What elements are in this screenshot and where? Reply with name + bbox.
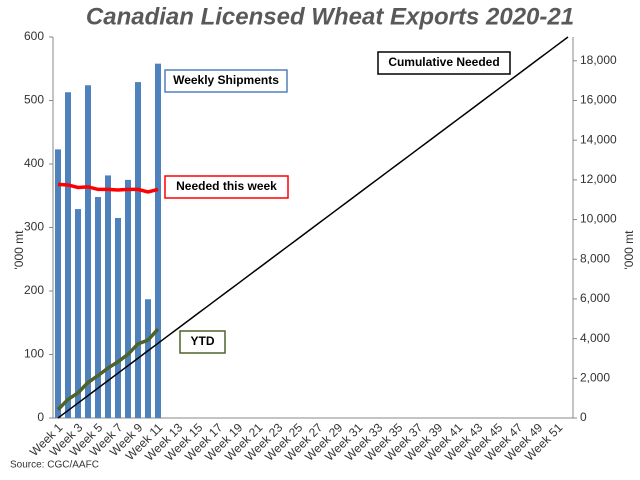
y2-tick-label: 4,000 xyxy=(580,331,610,345)
y2-axis-label: '000 mt xyxy=(622,230,636,270)
y-tick-label: 200 xyxy=(24,283,44,297)
y2-tick-label: 16,000 xyxy=(580,93,617,107)
series-label: Cumulative Needed xyxy=(388,55,499,69)
bar xyxy=(65,92,71,419)
y2-tick-label: 18,000 xyxy=(580,53,617,67)
line xyxy=(56,327,160,411)
bar xyxy=(115,217,121,418)
series-label: YTD xyxy=(191,334,215,348)
y-tick-label: 500 xyxy=(24,93,44,107)
bar xyxy=(95,197,101,418)
chart-title: Canadian Licensed Wheat Exports 2020-21 xyxy=(86,3,574,30)
bar xyxy=(75,209,81,418)
series-label: Weekly Shipments xyxy=(173,73,279,87)
y-tick-label: 400 xyxy=(24,156,44,170)
y-tick-label: 600 xyxy=(24,29,44,43)
y2-tick-label: 8,000 xyxy=(580,251,610,265)
y2-tick-label: 2,000 xyxy=(580,370,610,384)
bar xyxy=(55,149,61,418)
line xyxy=(57,36,569,419)
bar xyxy=(105,175,111,418)
bar xyxy=(85,85,91,418)
y-tick-label: 0 xyxy=(37,410,44,424)
line xyxy=(57,182,159,194)
series-label-box xyxy=(164,175,289,199)
bar xyxy=(145,299,151,418)
y2-tick-label: 12,000 xyxy=(580,172,617,186)
y2-tick-label: 14,000 xyxy=(580,132,617,146)
source: Source: CGC/AAFC xyxy=(10,460,99,471)
y2-tick-label: 0 xyxy=(580,410,587,424)
series-label: Needed this week xyxy=(176,179,277,193)
series-label-box xyxy=(164,69,288,93)
bar xyxy=(135,82,141,419)
bar xyxy=(125,179,131,418)
series-label-box xyxy=(179,330,226,354)
y-tick-label: 300 xyxy=(24,220,44,234)
y-axis-label: '000 mt xyxy=(12,230,26,270)
y2-tick-label: 6,000 xyxy=(580,291,610,305)
series-label-box xyxy=(377,51,511,75)
y-tick-label: 100 xyxy=(24,347,44,361)
y2-tick-label: 10,000 xyxy=(580,212,617,226)
bar xyxy=(155,63,161,419)
